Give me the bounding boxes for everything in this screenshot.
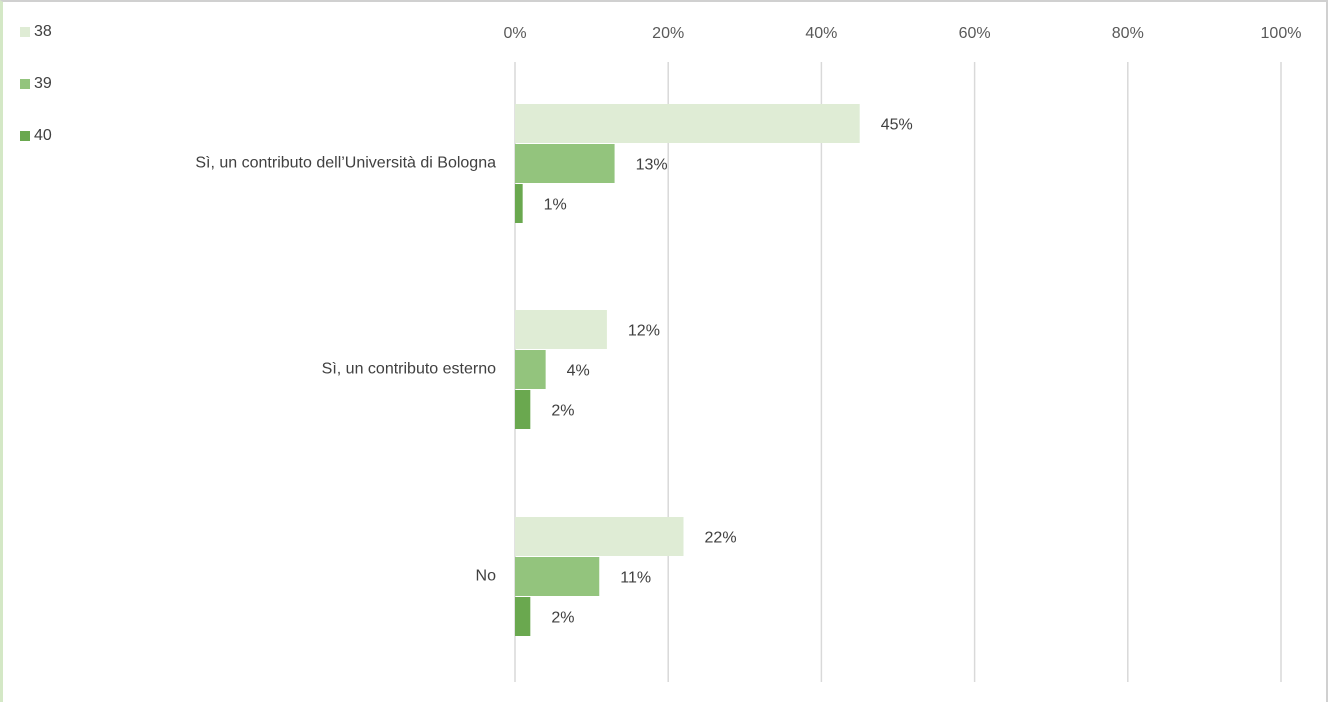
- legend-label-38: 38: [34, 23, 52, 40]
- data-label-40-2: 2%: [551, 610, 574, 627]
- data-label-38-0: 45%: [881, 117, 913, 134]
- legend-swatch-40: [20, 131, 30, 141]
- bar-39-1: [515, 350, 546, 389]
- legend-swatch-38: [20, 27, 30, 37]
- category-label-2: No: [476, 568, 497, 585]
- bar-40-1: [515, 390, 531, 429]
- legend-label-40: 40: [34, 127, 52, 144]
- legend-item-38[interactable]: 38: [20, 22, 52, 42]
- data-label-40-1: 2%: [551, 403, 574, 420]
- data-label-39-2: 11%: [620, 570, 651, 587]
- tick-label-40: 40%: [805, 25, 837, 42]
- tick-label-60: 60%: [959, 25, 991, 42]
- tick-label-80: 80%: [1112, 25, 1144, 42]
- bar-38-2: [515, 517, 684, 556]
- category-label-0: Sì, un contributo dell’Università di Bol…: [195, 155, 496, 172]
- data-label-38-1: 12%: [628, 323, 660, 340]
- tick-label-100: 100%: [1261, 25, 1302, 42]
- bar-39-0: [515, 144, 615, 183]
- bar-39-2: [515, 557, 600, 596]
- legend: 38 39 40: [20, 22, 52, 178]
- data-label-38-2: 22%: [705, 530, 737, 547]
- legend-label-39: 39: [34, 75, 52, 92]
- category-label-1: Sì, un contributo esterno: [322, 361, 496, 378]
- bar-40-2: [515, 597, 531, 636]
- bar-38-0: [515, 104, 860, 143]
- legend-swatch-39: [20, 79, 30, 89]
- legend-item-40[interactable]: 40: [20, 126, 52, 146]
- data-label-39-0: 13%: [636, 157, 668, 174]
- bar-38-1: [515, 310, 607, 349]
- legend-item-39[interactable]: 39: [20, 74, 52, 94]
- tick-label-0: 0%: [503, 25, 526, 42]
- bar-40-0: [515, 184, 523, 223]
- data-label-40-0: 1%: [544, 197, 567, 214]
- data-label-39-1: 4%: [567, 363, 590, 380]
- tick-label-20: 20%: [652, 25, 684, 42]
